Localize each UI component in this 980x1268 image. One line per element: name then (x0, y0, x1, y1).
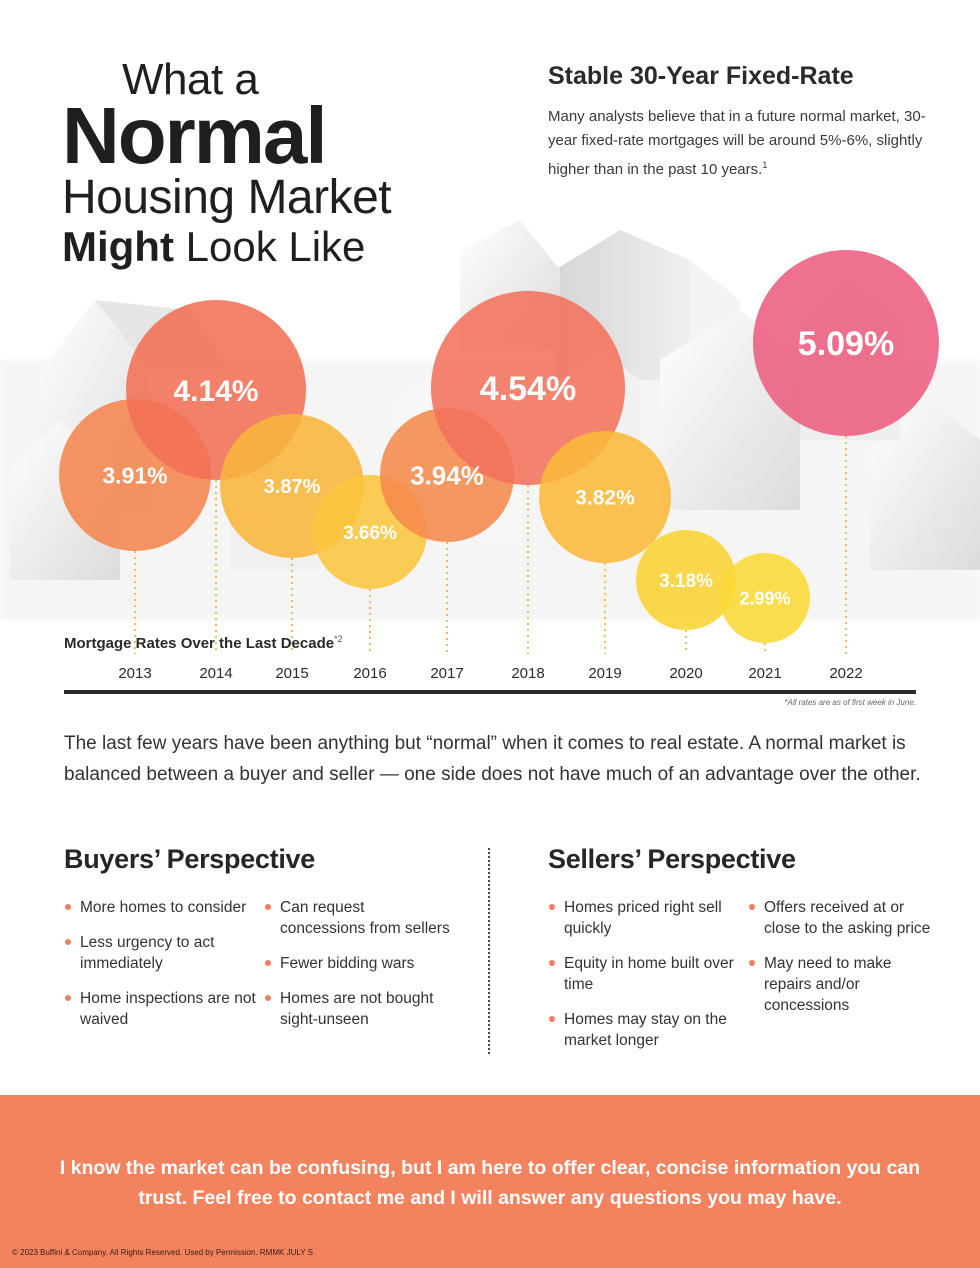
buyers-section: Buyers’ Perspective More homes to consid… (64, 844, 464, 1044)
chart-title-mark: *2 (334, 634, 343, 644)
list-item: Homes are not bought sight-unseen (264, 988, 454, 1030)
rate-bubble-2021 (720, 553, 810, 643)
fixed-rate-heading: Stable 30-Year Fixed-Rate (548, 62, 854, 90)
rate-label-2021: 2.99% (739, 588, 790, 608)
chart-canvas: 3.91% 4.14% 3.87% 3.66% 3.94% 4.54% 3.82% 3.18%… (0, 220, 980, 694)
year-label-2015: 2015 (275, 665, 308, 682)
house-shape (870, 400, 980, 570)
title-line-4-bold: Might (62, 223, 174, 270)
list-item: Less urgency to act immediately (64, 932, 264, 974)
title-line-4-light: Look Like (185, 223, 366, 270)
buyers-heading: Buyers’ Perspective (64, 844, 315, 874)
fixed-rate-panel: Stable 30-Year Fixed-Rate Many analysts … (548, 62, 948, 182)
fixed-rate-text: Many analysts believe that in a future n… (548, 108, 926, 178)
list-item: Fewer bidding wars (264, 953, 454, 974)
title-line-2: Normal (62, 91, 328, 180)
chart-title-text: Mortgage Rates Over the Last Decade (64, 635, 335, 652)
year-label-2017: 2017 (430, 665, 463, 682)
list-item: More homes to consider (64, 897, 264, 918)
buyers-list-a: More homes to consider Less urgency to a… (64, 897, 264, 1044)
year-labels: 2013 2014 2015 2016 2017 2018 2019 2020 2021 2022 (118, 665, 862, 682)
rate-label-2016: 3.66% (343, 523, 397, 544)
rate-bubble-2019 (539, 431, 671, 563)
section-divider (488, 848, 490, 1054)
rate-label-2013: 3.91% (102, 462, 167, 488)
page-title: What a Normal Housing Market Might Look … (62, 58, 502, 268)
rate-label-2022: 5.09% (798, 325, 894, 363)
year-label-2021: 2021 (748, 665, 781, 682)
fixed-rate-body: Many analysts believe that in a future n… (548, 105, 948, 182)
list-item: Home inspections are not waived (64, 988, 264, 1030)
rate-label-2017: 3.94% (410, 460, 484, 490)
rate-label-2020: 3.18% (659, 571, 713, 592)
list-item: Can request concessions from sellers (264, 897, 454, 939)
year-label-2016: 2016 (353, 665, 386, 682)
rate-bubble-2022 (753, 250, 939, 436)
title-line-4: Might Look Like (62, 226, 502, 268)
sellers-section: Sellers’ Perspective Homes priced right … (548, 844, 948, 1065)
title-line-1: What a (122, 55, 259, 104)
chart-title: Mortgage Rates Over the Last Decade*2 (64, 634, 343, 652)
sellers-list-b: Offers received at or close to the askin… (748, 897, 938, 1065)
rate-label-2019: 3.82% (575, 487, 635, 510)
buyers-list-b: Can request concessions from sellers Few… (264, 897, 454, 1044)
fixed-rate-footnote-mark: 1 (762, 160, 768, 170)
title-line-3: Housing Market (62, 171, 392, 224)
year-label-2013: 2013 (118, 665, 151, 682)
rate-labels: 3.91% 4.14% 3.87% 3.66% 3.94% 4.54% 3.82% 3.18%… (102, 325, 894, 608)
list-item: Equity in home built over time (548, 953, 748, 995)
intro-paragraph: The last few years have been anything bu… (64, 733, 921, 785)
sellers-list-a: Homes priced right sell quickly Equity i… (548, 897, 748, 1065)
list-item: Homes priced right sell quickly (548, 897, 748, 939)
mortgage-rate-chart: 3.91% 4.14% 3.87% 3.66% 3.94% 4.54% 3.82% 3.18%… (0, 210, 980, 730)
list-item: May need to make repairs and/or concessi… (748, 953, 938, 1016)
footer-message: I know the market can be confusing, but … (59, 1157, 921, 1209)
copyright-text: © 2023 Buffini & Company. All Rights Res… (12, 1248, 313, 1257)
rate-label-2015: 3.87% (264, 476, 321, 498)
rate-bubble-2020 (636, 530, 736, 630)
bubble-guides (134, 436, 847, 654)
year-label-2020: 2020 (669, 665, 702, 682)
chart-note: *All rates are as of first week in June. (784, 698, 916, 707)
footer-banner: I know the market can be confusing, but … (0, 1095, 980, 1268)
rate-label-2014: 4.14% (173, 375, 258, 408)
rate-bubble-2018 (431, 291, 625, 485)
list-item: Homes may stay on the market longer (548, 1009, 748, 1051)
rate-label-2018: 4.54% (480, 370, 576, 408)
year-label-2018: 2018 (511, 665, 544, 682)
year-label-2014: 2014 (199, 665, 232, 682)
year-label-2022: 2022 (829, 665, 862, 682)
rate-bubbles (59, 250, 939, 643)
list-item: Offers received at or close to the askin… (748, 897, 938, 939)
sellers-heading: Sellers’ Perspective (548, 844, 796, 874)
year-label-2019: 2019 (588, 665, 621, 682)
